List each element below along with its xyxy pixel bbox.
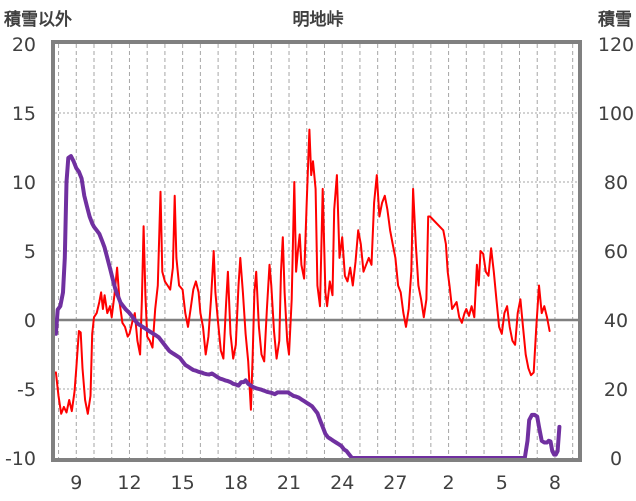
x-tick-label: 8 <box>549 472 561 494</box>
x-tick-label: 9 <box>70 472 82 494</box>
left-axis-ticks: -10 -5 0 5 10 15 20 <box>5 34 36 470</box>
x-tick-label: 5 <box>496 472 508 494</box>
right-tick-label: 100 <box>598 103 634 125</box>
x-tick-label: 2 <box>443 472 455 494</box>
x-tick-label: 12 <box>117 472 141 494</box>
right-tick-label: 120 <box>598 34 634 56</box>
right-tick-label: 0 <box>610 448 622 470</box>
left-tick-label: 15 <box>12 103 36 125</box>
x-tick-label: 15 <box>171 472 195 494</box>
x-tick-label: 27 <box>383 472 407 494</box>
left-axis-title: 積雪以外 <box>4 9 72 30</box>
x-tick-label: 24 <box>330 472 354 494</box>
left-tick-label: 5 <box>24 241 36 263</box>
right-axis-title: 積雪 <box>598 9 632 30</box>
plot-frame <box>51 40 582 462</box>
left-tick-label: 0 <box>24 310 36 332</box>
left-tick-label: -5 <box>17 379 36 401</box>
left-tick-label: 10 <box>12 172 36 194</box>
right-tick-label: 20 <box>604 379 628 401</box>
series-line-left <box>54 128 551 415</box>
left-tick-label: 20 <box>12 34 36 56</box>
x-tick-label: 21 <box>277 472 301 494</box>
chart-title: 明地峠 <box>293 9 344 30</box>
right-tick-label: 60 <box>604 241 628 263</box>
right-tick-label: 40 <box>604 310 628 332</box>
left-tick-label: -10 <box>5 448 36 470</box>
right-tick-label: 80 <box>604 172 628 194</box>
x-axis-ticks: 9 12 15 18 21 24 27 2 5 8 <box>70 472 561 494</box>
x-tick-label: 18 <box>224 472 248 494</box>
right-axis-ticks: 0 20 40 60 80 100 120 <box>598 34 634 470</box>
